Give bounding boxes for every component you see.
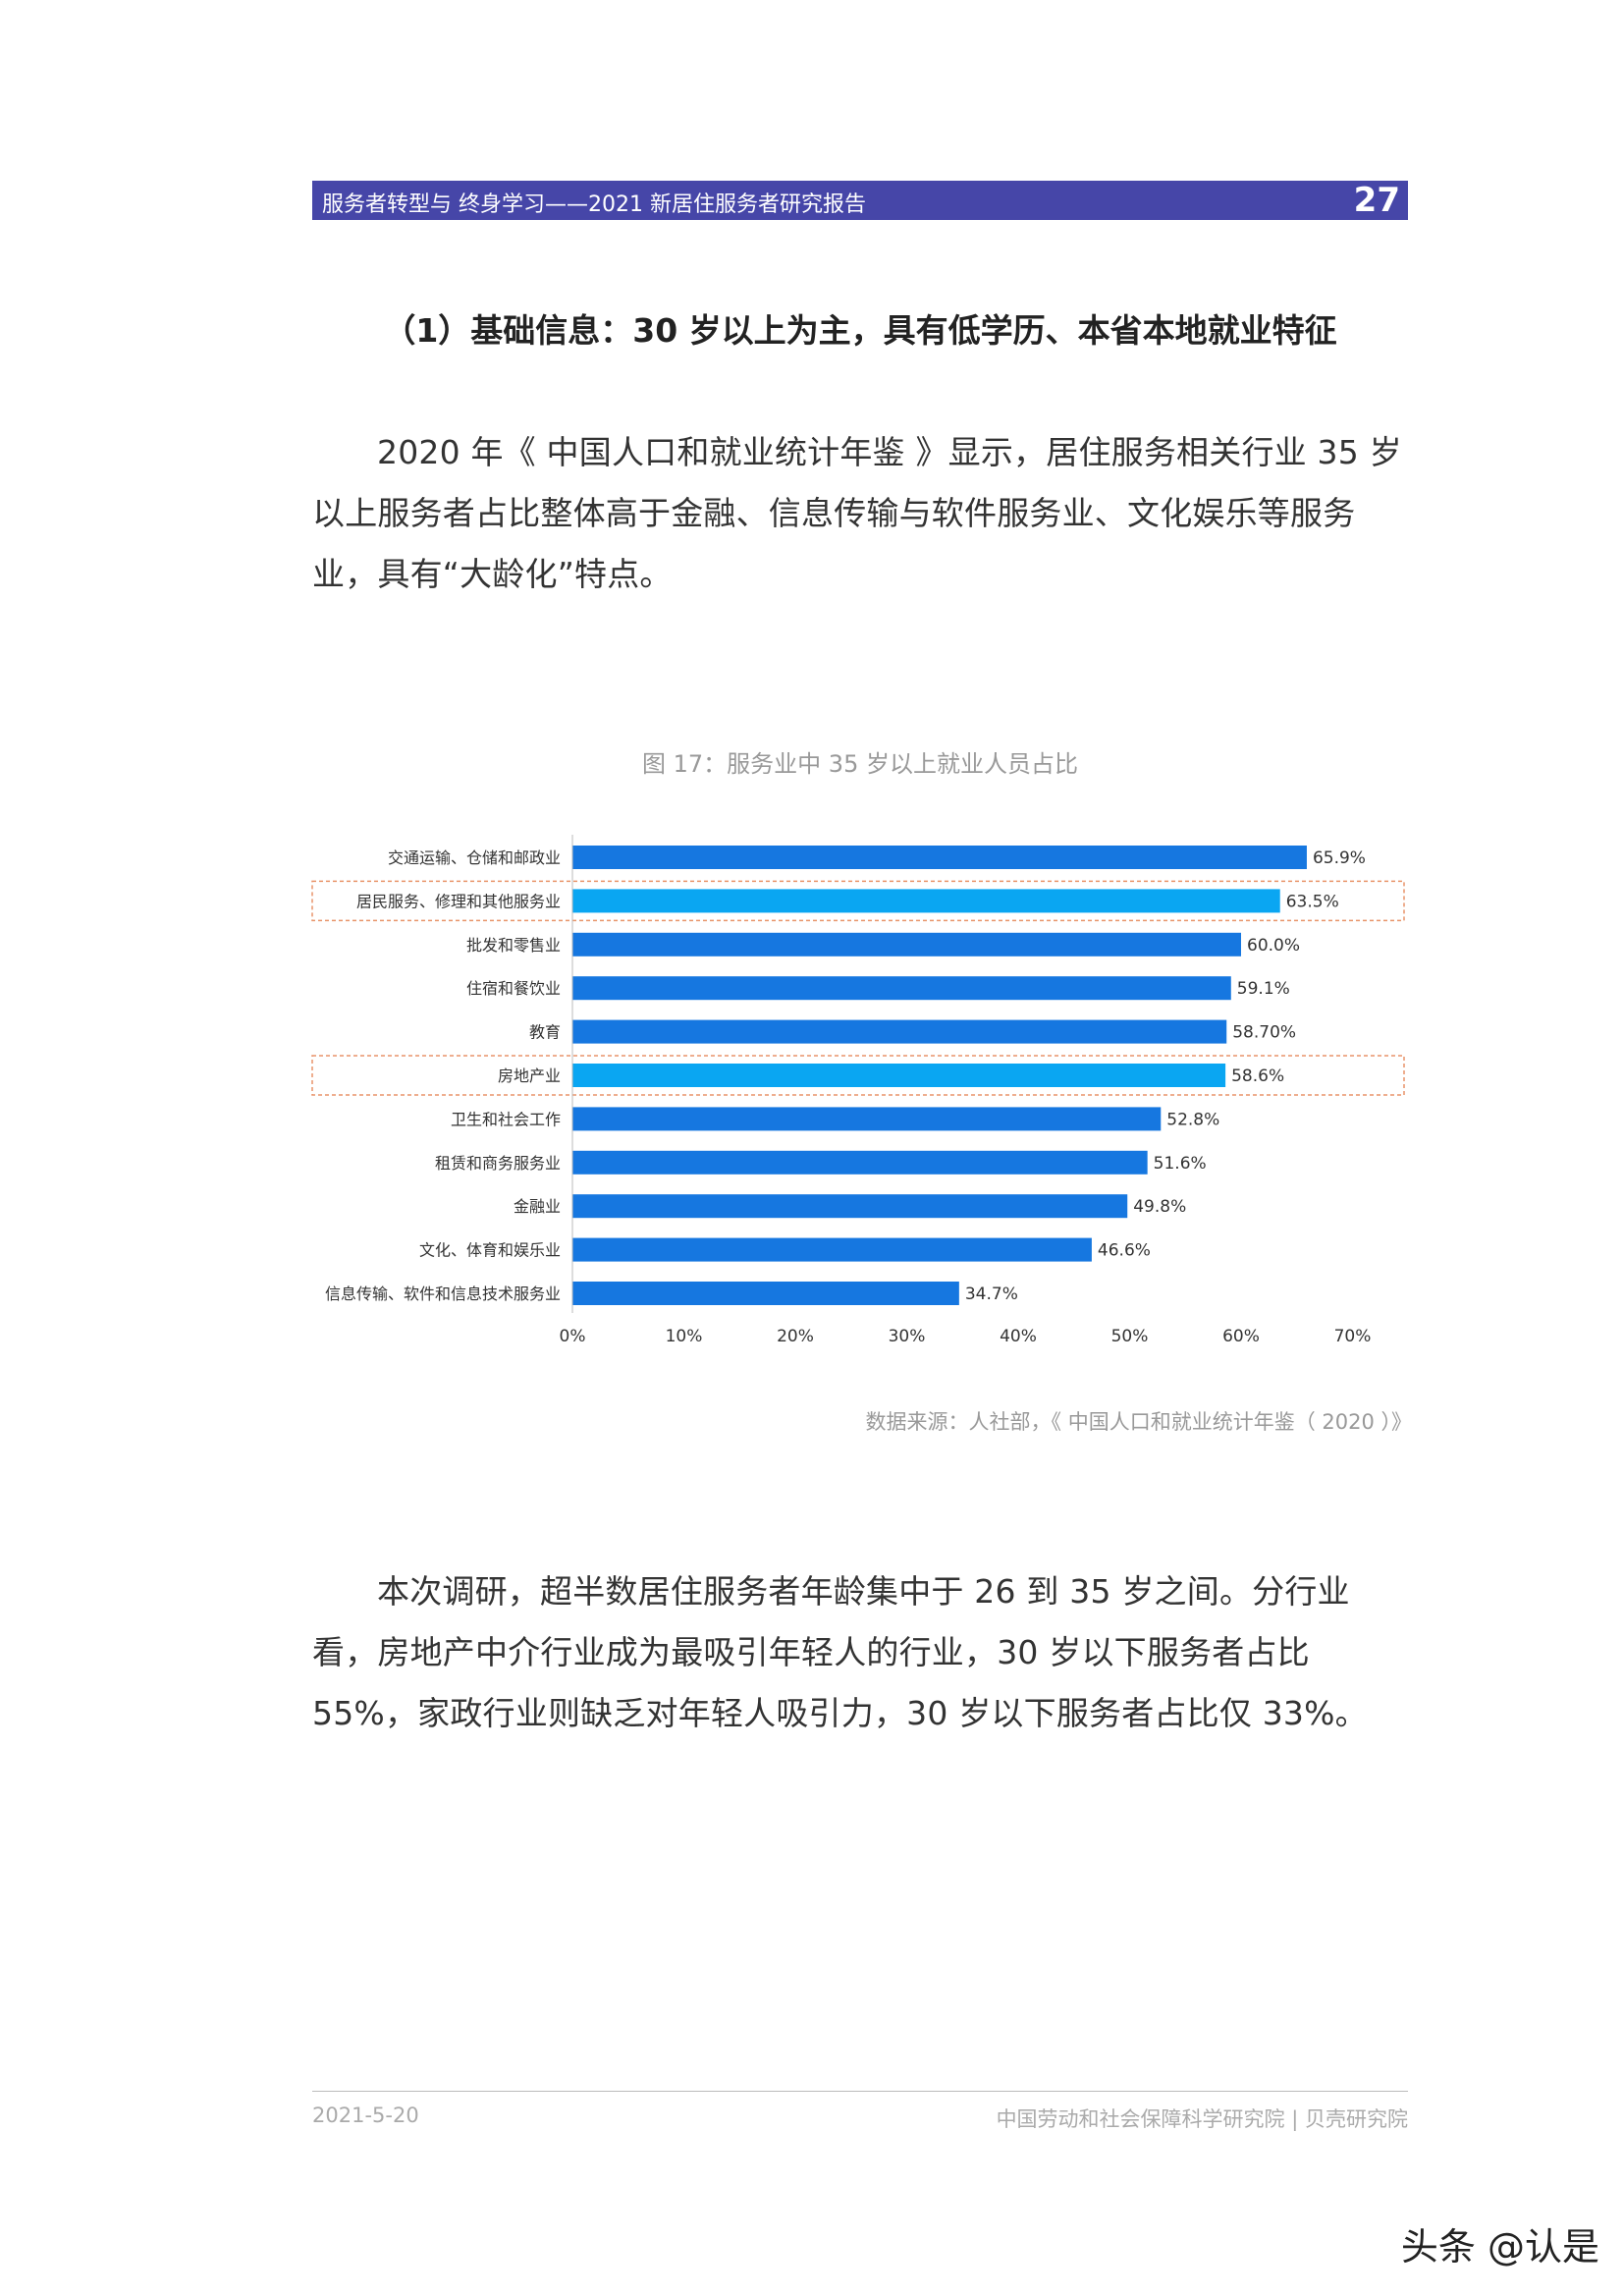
watermark: 头条 @认是 xyxy=(1400,2225,1599,2269)
data-label: 59.1% xyxy=(1237,979,1290,999)
data-label: 46.6% xyxy=(1098,1241,1151,1261)
category-label: 教育 xyxy=(529,1023,561,1042)
paragraph-findings: 本次调研，超半数居住服务者年龄集中于 26 到 35 岁之间。分行业看，房地产中… xyxy=(312,1572,1368,1732)
bar xyxy=(572,846,1307,869)
x-tick-label: 10% xyxy=(666,1327,703,1345)
bar xyxy=(572,1282,959,1305)
data-label: 51.6% xyxy=(1154,1154,1207,1174)
bar xyxy=(572,1194,1128,1219)
bar xyxy=(572,1150,1148,1175)
x-tick-label: 0% xyxy=(560,1327,586,1345)
x-tick-label: 50% xyxy=(1111,1327,1149,1345)
paragraph-intro: 2020 年《 中国人口和就业统计年鉴 》显示，居住服务相关行业 35 岁以上服… xyxy=(312,433,1402,593)
data-label: 58.6% xyxy=(1231,1066,1284,1086)
data-label: 52.8% xyxy=(1166,1110,1219,1129)
highlight-box xyxy=(311,1055,1405,1096)
category-label: 金融业 xyxy=(514,1197,561,1216)
header-bar: 服务者转型与 终身学习——2021 新居住服务者研究报告 27 xyxy=(312,181,1408,220)
bar xyxy=(572,932,1241,957)
highlight-box xyxy=(311,880,1405,922)
data-label: 63.5% xyxy=(1286,892,1339,911)
data-label: 58.70% xyxy=(1232,1023,1296,1043)
bar xyxy=(572,976,1231,1001)
category-label: 住宿和餐饮业 xyxy=(466,979,561,998)
source-note: 数据来源：人社部，《 中国人口和就业统计年鉴（ 2020 ）》 xyxy=(865,1410,1412,1434)
x-tick-label: 30% xyxy=(889,1327,926,1345)
data-label: 60.0% xyxy=(1247,936,1300,956)
data-label: 34.7% xyxy=(965,1285,1018,1304)
report-title: 服务者转型与 终身学习——2021 新居住服务者研究报告 xyxy=(322,192,866,217)
footer-organizations: 中国劳动和社会保障科学研究院 | 贝壳研究院 xyxy=(996,2107,1408,2131)
category-label: 卫生和社会工作 xyxy=(451,1110,561,1128)
figure-caption: 图 17：服务业中 35 岁以上就业人员占比 xyxy=(642,750,1078,778)
bar xyxy=(572,1107,1162,1131)
footer-divider xyxy=(312,2091,1408,2092)
bar xyxy=(572,889,1280,913)
data-label: 65.9% xyxy=(1313,848,1366,868)
bar xyxy=(572,1237,1092,1262)
category-label: 租赁和商务服务业 xyxy=(435,1154,561,1173)
footer-date: 2021-5-20 xyxy=(312,2104,419,2127)
category-label: 居民服务、修理和其他服务业 xyxy=(356,892,561,910)
x-tick-label: 20% xyxy=(777,1327,814,1345)
category-label: 批发和零售业 xyxy=(466,936,561,955)
category-label: 交通运输、仓储和邮政业 xyxy=(388,848,561,867)
section-heading: （1）基础信息：30 岁以上为主，具有低学历、本省本地就业特征 xyxy=(383,311,1337,350)
bar xyxy=(572,1064,1226,1087)
category-label: 文化、体育和娱乐业 xyxy=(419,1241,561,1260)
category-label: 信息传输、软件和信息技术服务业 xyxy=(325,1285,561,1303)
category-label: 房地产业 xyxy=(498,1066,561,1085)
page-number: 27 xyxy=(1353,181,1400,220)
age-35-plus-bar-chart: 交通运输、仓储和邮政业 65.9% 居民服务、修理和其他服务业 63.5% 批发和零售业… xyxy=(311,835,1405,1345)
data-label: 49.8% xyxy=(1133,1197,1186,1217)
x-tick-label: 40% xyxy=(1000,1327,1037,1345)
x-tick-label: 70% xyxy=(1334,1327,1372,1345)
bar xyxy=(572,1019,1227,1044)
x-tick-label: 60% xyxy=(1222,1327,1260,1345)
